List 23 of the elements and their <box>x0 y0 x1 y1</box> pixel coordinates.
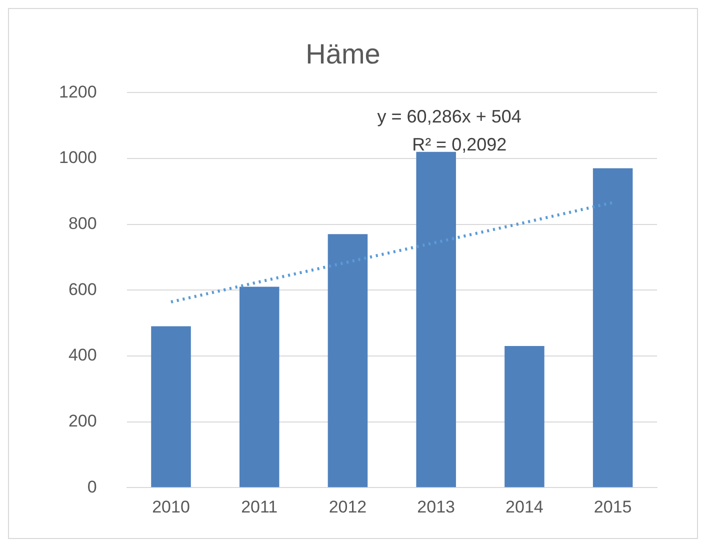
bar <box>416 152 456 488</box>
x-tick-label: 2013 <box>417 497 456 516</box>
x-tick-label: 2010 <box>152 497 190 516</box>
x-tick-label: 2014 <box>506 497 544 516</box>
x-tick-label: 2012 <box>328 497 367 516</box>
y-tick-label: 400 <box>68 346 97 365</box>
x-tick-label: 2015 <box>594 497 632 516</box>
x-tick-label: 2011 <box>241 497 278 516</box>
annotation: y = 60,286x + 504 <box>377 106 522 127</box>
y-tick-label: 600 <box>68 280 97 299</box>
bar <box>592 168 633 488</box>
y-tick-label: 1000 <box>58 148 97 168</box>
bar <box>504 346 544 488</box>
chart-title: Häme <box>306 38 380 70</box>
bar <box>239 286 280 488</box>
line-series <box>170 201 614 304</box>
bar <box>328 234 368 488</box>
y-tick-label: 1200 <box>58 82 97 102</box>
y-tick-label: 200 <box>68 411 97 430</box>
annotation: R² = 0,2092 <box>412 134 507 155</box>
bar <box>151 326 191 488</box>
y-tick-label: 0 <box>87 477 97 496</box>
y-tick-label: 800 <box>68 214 97 233</box>
